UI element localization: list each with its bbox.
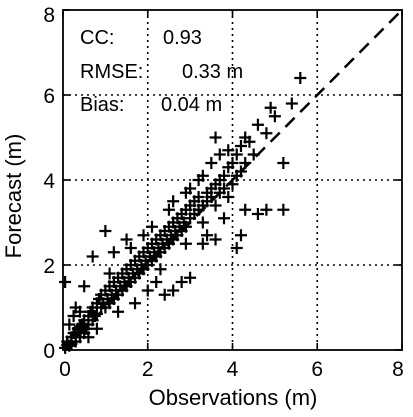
y-tick-label: 2 [43, 255, 55, 278]
data-point [154, 263, 167, 276]
data-point [107, 246, 120, 259]
data-point [243, 135, 256, 148]
data-point [179, 220, 192, 233]
stat-label: RMSE: [80, 61, 143, 83]
stat-label: Bias: [80, 94, 124, 116]
data-point [196, 237, 209, 250]
data-point [129, 297, 142, 310]
stat-value: 0.93 [163, 27, 202, 49]
y-tick-label: 6 [43, 85, 55, 108]
data-point [260, 203, 273, 216]
data-point [247, 148, 260, 161]
data-point [218, 182, 231, 195]
data-point [175, 276, 188, 288]
data-point [86, 250, 99, 263]
data-point [218, 212, 231, 225]
data-point [103, 267, 116, 280]
data-point [213, 148, 226, 161]
data-point [120, 233, 133, 246]
data-point [63, 318, 76, 331]
data-point [218, 169, 231, 182]
data-point [90, 322, 103, 335]
data-point [264, 101, 277, 114]
data-point [201, 229, 214, 242]
x-tick-label: 4 [227, 358, 239, 381]
data-point [196, 216, 209, 229]
data-point [234, 140, 247, 152]
data-point [162, 203, 175, 216]
stat-label: CC: [80, 27, 114, 49]
data-point [277, 157, 290, 169]
data-point [158, 288, 171, 301]
stat-value: 0.04 m [161, 94, 222, 116]
data-point [59, 276, 72, 288]
x-axis-label: Observations (m) [149, 385, 318, 410]
data-point [268, 110, 281, 123]
data-point [137, 229, 150, 242]
y-tick-label: 0 [43, 340, 55, 363]
data-point [141, 284, 154, 297]
data-point [184, 271, 197, 284]
data-point [222, 144, 235, 157]
data-point [251, 118, 264, 131]
data-point [112, 305, 125, 318]
x-tick-label: 8 [392, 358, 404, 381]
data-point [230, 242, 243, 254]
data-point [239, 203, 252, 216]
data-point [150, 276, 163, 288]
data-point [196, 169, 209, 182]
data-point [209, 199, 222, 212]
data-point [82, 331, 95, 344]
data-point [88, 310, 101, 322]
data-point [205, 157, 218, 169]
data-point [205, 191, 218, 203]
data-point [222, 191, 235, 203]
data-point [230, 148, 243, 161]
data-point [167, 195, 180, 208]
data-point [285, 97, 298, 110]
stats-box: CC: 0.93 RMSE: 0.33 m Bias: 0.04 m [80, 27, 243, 116]
x-tick-label: 0 [59, 358, 71, 381]
stat-value: 0.33 m [182, 61, 243, 83]
data-point [251, 208, 264, 220]
data-point [209, 131, 222, 144]
data-point [226, 157, 239, 169]
data-point [234, 229, 247, 242]
data-point [192, 191, 205, 203]
data-point [73, 320, 86, 333]
data-point [234, 165, 247, 178]
data-point [294, 72, 307, 84]
data-point [67, 310, 80, 322]
data-point [167, 284, 180, 297]
x-tick-label: 6 [311, 358, 323, 381]
data-point [209, 233, 222, 246]
data-point [73, 305, 86, 318]
data-point [99, 225, 112, 237]
y-axis-label: Forecast (m) [1, 134, 26, 259]
axis-ticks: 00 2 2 4 4 6 6 8 8 [43, 4, 404, 381]
y-tick-label: 4 [43, 170, 55, 193]
y-tick-label: 8 [43, 4, 55, 27]
data-point [277, 203, 290, 216]
x-tick-label: 2 [142, 358, 154, 381]
data-point [184, 182, 197, 195]
data-point [239, 157, 252, 169]
data-point [260, 127, 273, 140]
data-point [90, 307, 103, 320]
data-point [145, 220, 158, 233]
data-point [78, 280, 91, 293]
data-point [226, 178, 239, 191]
data-point [124, 242, 137, 254]
data-point [179, 237, 192, 250]
